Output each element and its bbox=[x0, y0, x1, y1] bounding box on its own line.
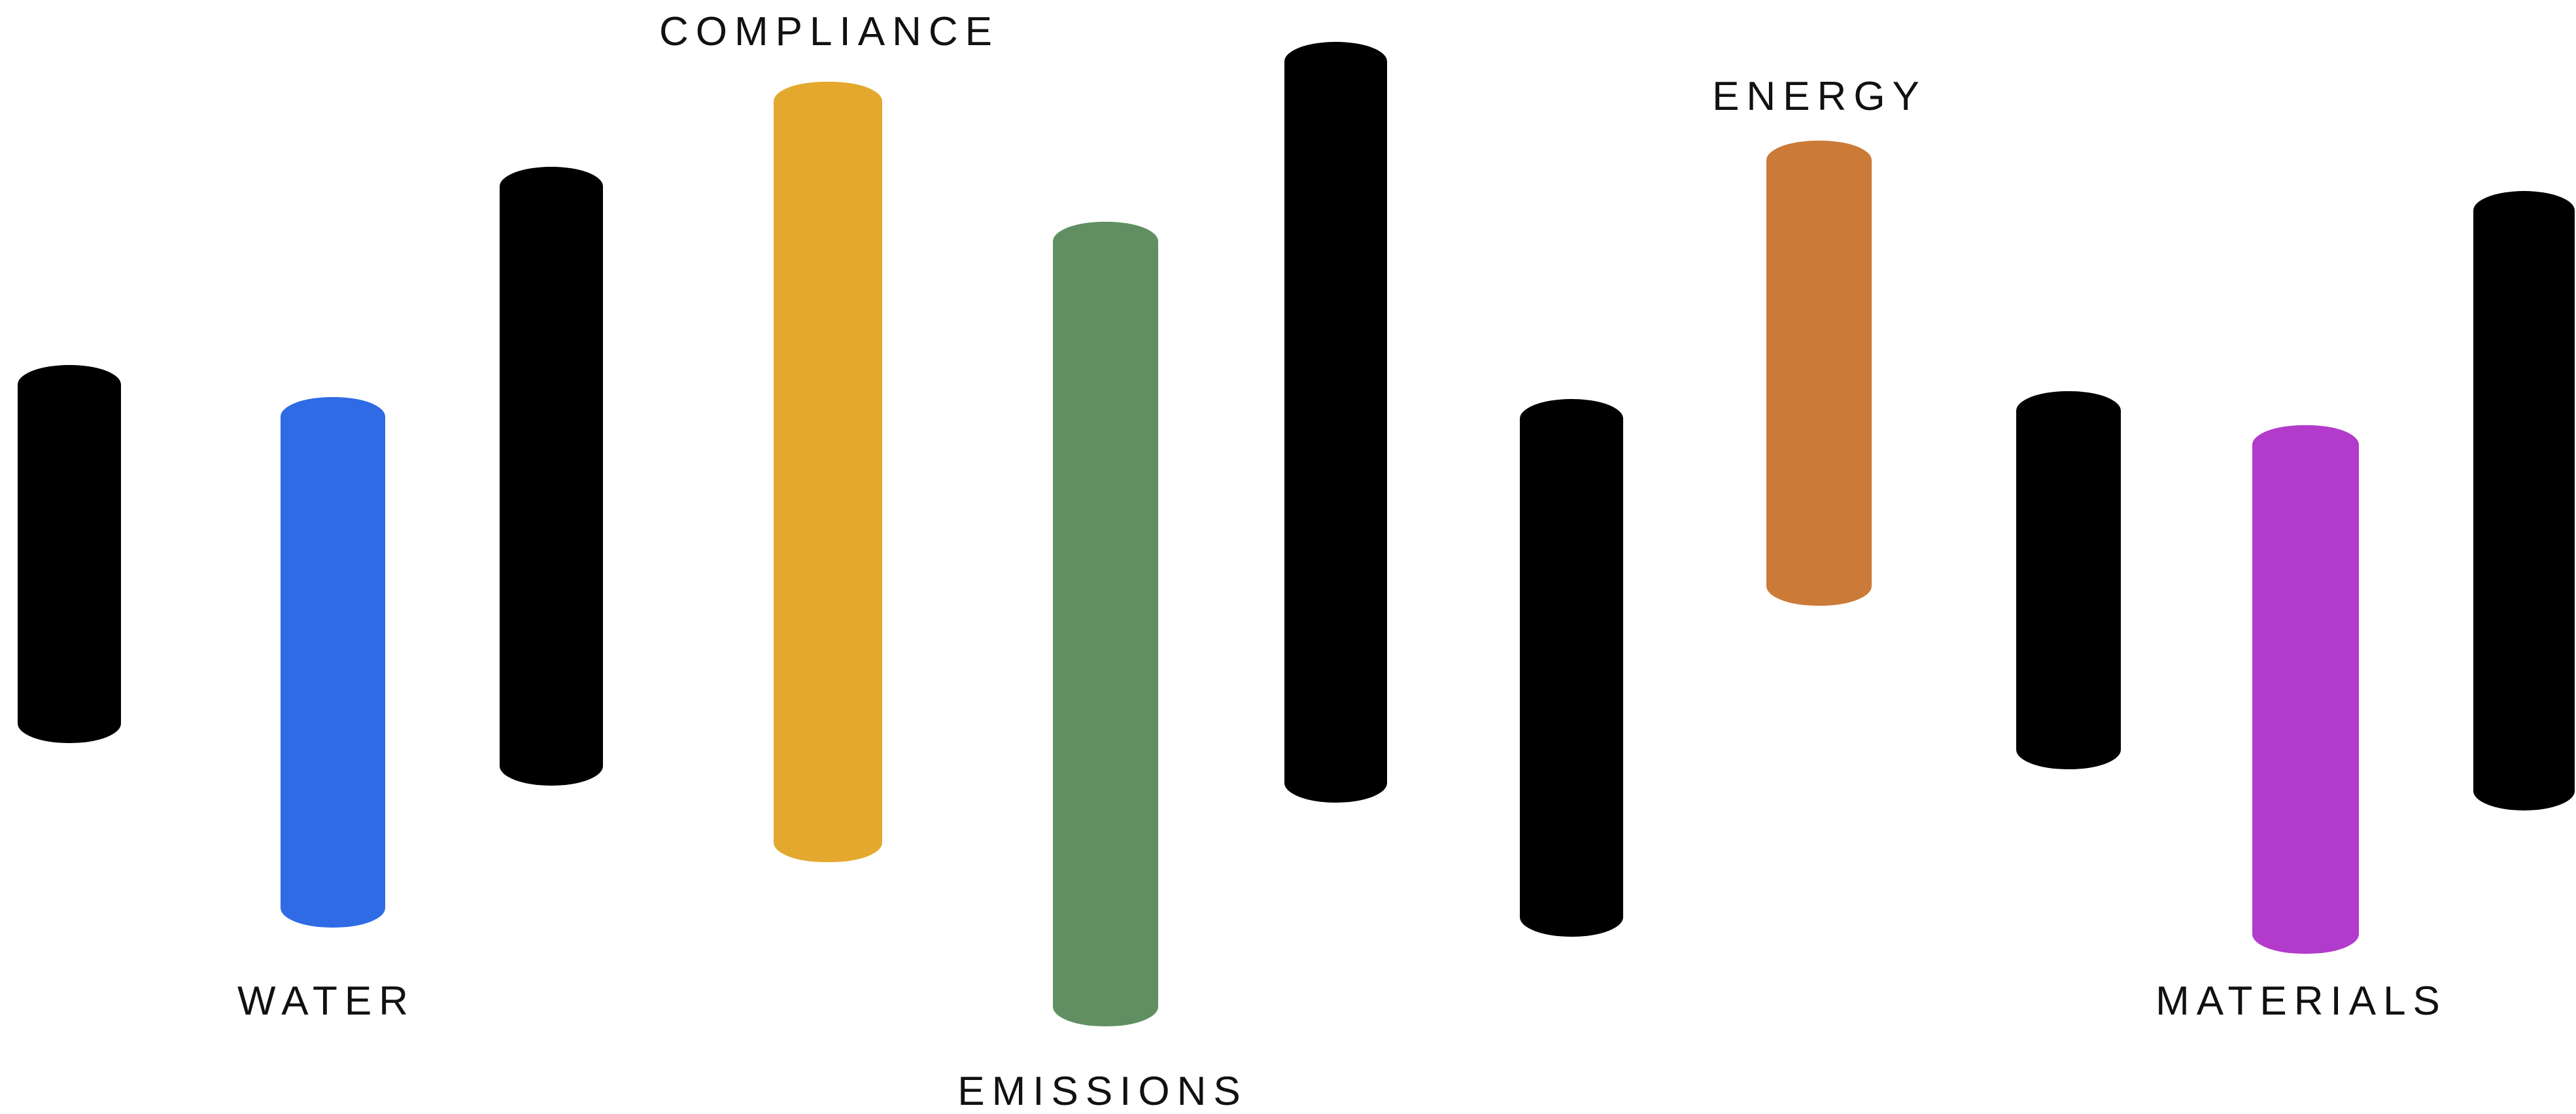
bar-energy bbox=[1766, 141, 1872, 606]
bar-6 bbox=[1284, 42, 1387, 803]
bar-3 bbox=[500, 167, 603, 786]
label-emissions: EMISSIONS bbox=[957, 1069, 1248, 1114]
label-materials: MATERIALS bbox=[2155, 979, 2447, 1024]
bar-1 bbox=[18, 365, 121, 743]
label-energy: ENERGY bbox=[1712, 74, 1927, 119]
bar-water bbox=[281, 397, 385, 928]
bar-7 bbox=[1520, 399, 1623, 937]
bar-materials bbox=[2252, 425, 2359, 954]
bar-9 bbox=[2016, 391, 2121, 769]
bar-emissions bbox=[1053, 222, 1158, 1026]
bar-compliance bbox=[774, 82, 882, 862]
label-water: WATER bbox=[237, 979, 415, 1024]
bar-11 bbox=[2473, 191, 2575, 810]
label-compliance: COMPLIANCE bbox=[659, 9, 999, 54]
